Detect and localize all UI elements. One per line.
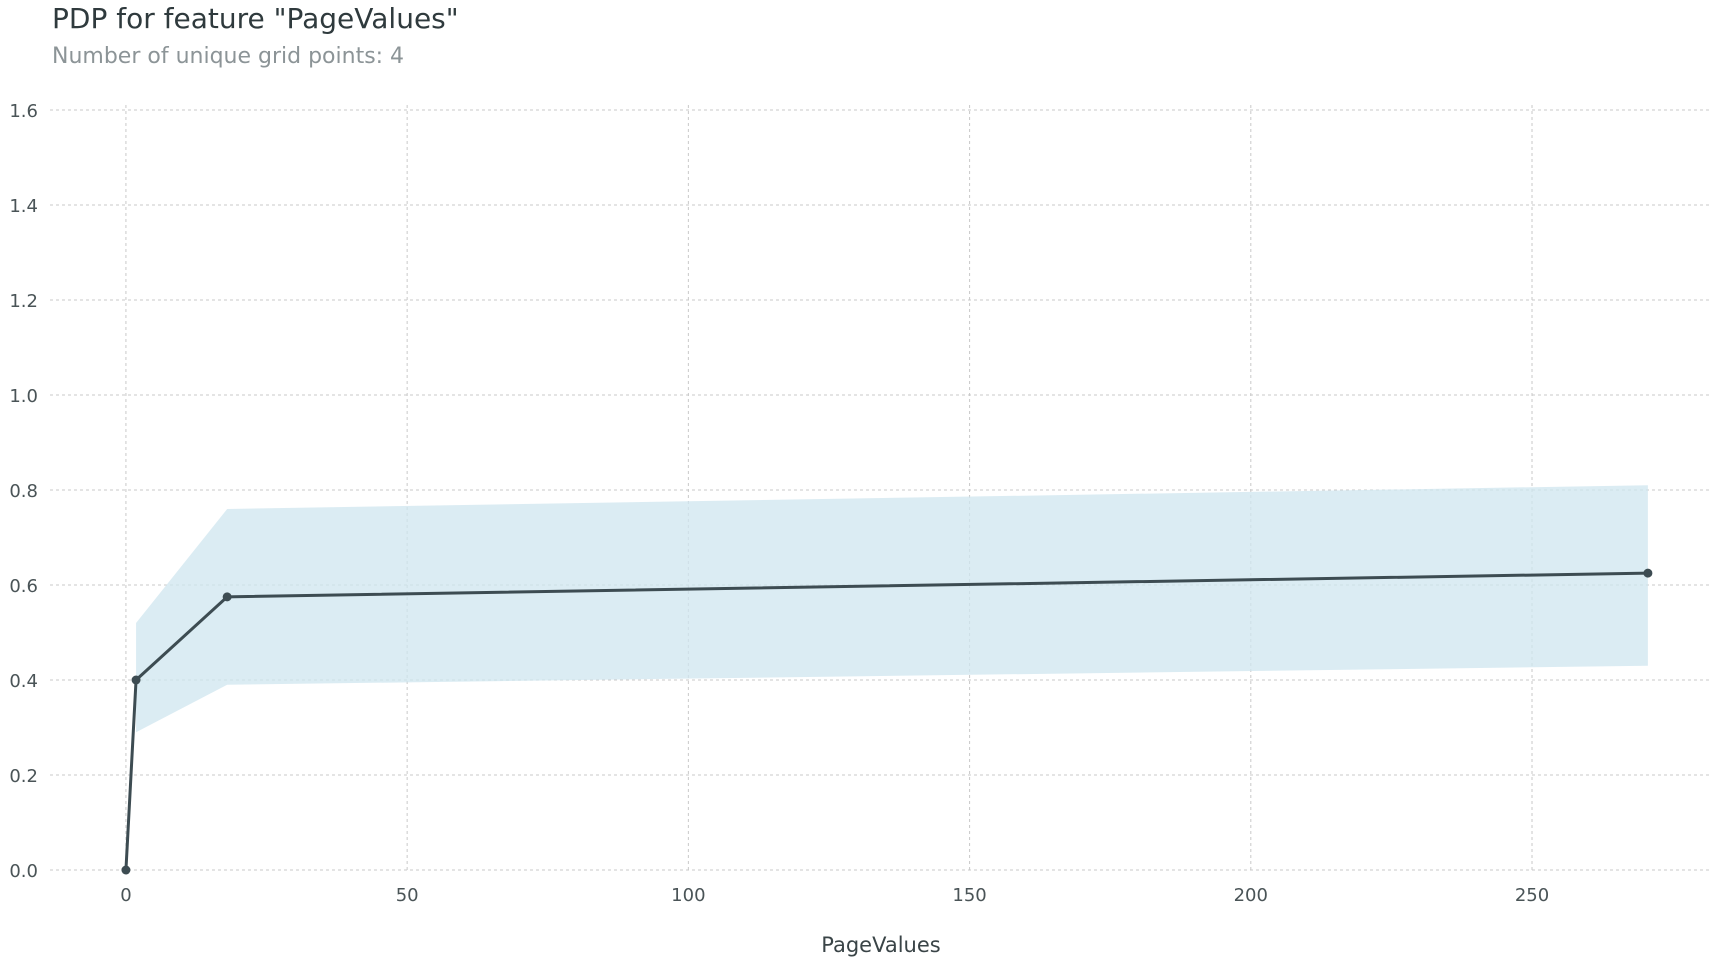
chart-subtitle: Number of unique grid points: 4 bbox=[52, 44, 405, 69]
y-tick-label-3: 0.6 bbox=[9, 576, 38, 597]
x-tick-label-4: 200 bbox=[1234, 885, 1268, 906]
y-tick-label-8: 1.6 bbox=[9, 101, 38, 122]
x-tick-label-5: 250 bbox=[1515, 885, 1549, 906]
chart-title: PDP for feature "PageValues" bbox=[52, 2, 459, 35]
y-axis-ticks: 0.0 0.2 0.4 0.6 0.8 1.0 1.2 1.4 1.6 bbox=[9, 101, 38, 882]
x-tick-label-1: 50 bbox=[396, 885, 419, 906]
grid-lines bbox=[50, 105, 1712, 871]
confidence-band-area bbox=[136, 485, 1648, 733]
pdp-point-2 bbox=[222, 592, 232, 602]
pdp-points bbox=[121, 568, 1653, 875]
y-tick-label-5: 1.0 bbox=[9, 386, 38, 407]
x-axis-ticks: 0 50 100 150 200 250 bbox=[120, 885, 1549, 906]
pdp-point-0 bbox=[121, 865, 131, 875]
y-tick-label-0: 0.0 bbox=[9, 861, 38, 882]
x-tick-label-0: 0 bbox=[120, 885, 131, 906]
y-tick-label-1: 0.2 bbox=[9, 766, 38, 787]
pdp-point-3 bbox=[1643, 568, 1653, 578]
y-tick-label-4: 0.8 bbox=[9, 481, 38, 502]
pdp-series-line bbox=[124, 571, 1648, 871]
confidence-band bbox=[136, 485, 1648, 733]
y-tick-label-6: 1.2 bbox=[9, 291, 38, 312]
x-axis-label: PageValues bbox=[821, 933, 940, 957]
y-tick-label-2: 0.4 bbox=[9, 671, 38, 692]
x-tick-label-3: 150 bbox=[952, 885, 986, 906]
pdp-point-1 bbox=[131, 675, 141, 685]
pdp-line bbox=[124, 571, 1648, 871]
x-tick-label-2: 100 bbox=[671, 885, 705, 906]
y-tick-label-7: 1.4 bbox=[9, 196, 38, 217]
